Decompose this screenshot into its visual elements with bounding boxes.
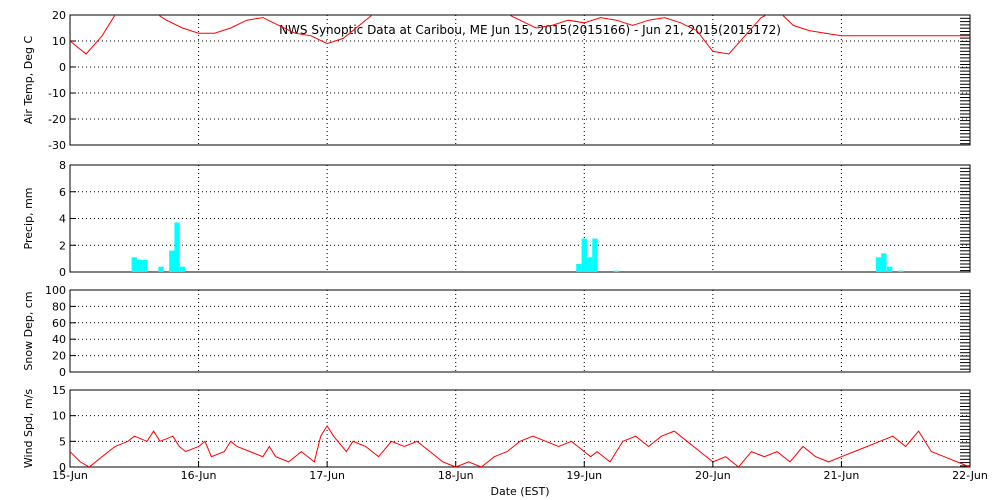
x-tick-label: 19-Jun [566,469,602,482]
precip-bar [179,266,186,272]
precip-bar [158,266,164,272]
x-tick-label: 17-Jun [309,469,345,482]
y-tick-label: 2 [59,239,66,252]
precip-bar [131,257,137,272]
y-axis-label: Snow Dep, cm [22,291,35,370]
y-tick-label: 15 [52,384,66,397]
y-tick-label: -20 [48,113,66,126]
y-axis-label: Precip, mm [22,188,35,250]
precip-bar [613,270,620,272]
y-tick-label: 10 [52,35,66,48]
panel-1: 20 10 0 -10 -20 -30 Air Temp, Deg C [22,9,971,152]
x-tick-label: 18-Jun [438,469,474,482]
y-tick-label: 40 [52,333,66,346]
y-tick-label: 0 [59,61,66,74]
y-tick-label: -30 [48,139,66,152]
y-tick-label: 0 [59,461,66,474]
y-tick-label: 20 [52,9,66,22]
x-axis-label: Date (EST) [490,485,549,498]
y-tick-label: 0 [59,366,66,379]
y-tick-label: 0 [59,266,66,279]
y-tick-label: 20 [52,350,66,363]
precip-bar [169,250,175,272]
precip-bar [876,257,882,272]
panel-2: 8 6 4 2 0 Precip, mm [22,159,971,279]
y-tick-label: 6 [59,186,66,199]
panel-frame [69,389,971,468]
y-tick-label: 8 [59,159,66,172]
y-tick-label: -10 [48,87,66,100]
y-tick-label: 100 [45,284,66,297]
y-tick-label: 5 [59,435,66,448]
y-axis-label: Wind Spd, m/s [22,389,35,469]
y-axis-label: Air Temp, Deg C [22,36,35,125]
series-line [70,424,970,467]
y-tick-label: 4 [59,213,66,226]
precip-bar [886,266,893,272]
x-tick-label: 21-Jun [824,469,860,482]
panel-3: 100 80 60 40 20 0 Snow Dep, cm [22,284,971,379]
x-tick-label: 16-Jun [181,469,217,482]
panel-frame [69,164,971,273]
x-tick-label: 22-Jun [952,469,988,482]
panel-4: 15 10 5 0 Wind Spd, m/s [22,384,971,474]
precip-bar [587,257,593,272]
x-tick-label: 15-Jun [52,469,88,482]
precip-bar [592,238,598,272]
panel-frame [69,289,971,373]
precip-bar [142,259,148,272]
y-tick-label: 10 [52,410,66,423]
y-tick-label: 60 [52,317,66,330]
panel-frame [69,14,971,146]
precip-bar [174,222,180,272]
precip-bar [897,270,904,272]
precip-bar [881,253,887,272]
precip-bar [581,238,587,272]
precip-bar [576,263,582,272]
x-tick-label: 20-Jun [695,469,731,482]
series-line [70,15,970,55]
chart-title: NWS Synoptic Data at Caribou, ME Jun 15,… [279,23,781,37]
y-tick-label: 80 [52,300,66,313]
precip-bar [137,259,143,272]
